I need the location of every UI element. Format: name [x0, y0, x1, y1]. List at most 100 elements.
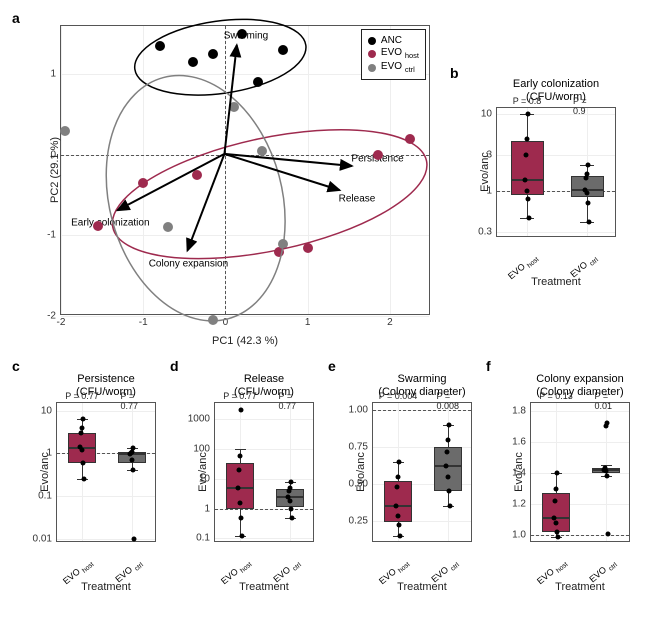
pca-scatter: -2-1012-2-101SwarmingPersistenceReleaseC…: [60, 25, 430, 315]
data-point: [605, 421, 610, 426]
data-point: [523, 178, 528, 183]
data-point: [447, 423, 452, 428]
boxplot-persistence: Persistence(CFU/worm)0.010.1110Treatment…: [56, 402, 156, 542]
pca-point: [208, 315, 218, 325]
legend-item: EVO ctrl: [368, 61, 419, 74]
data-point: [396, 523, 401, 528]
pca-x-axis-title: PC1 (42.3 %): [212, 335, 278, 347]
pca-point: [257, 146, 267, 156]
boxplot-colony-expansion: Colony expansion(Colony diameter)1.01.21…: [530, 402, 630, 542]
data-point: [286, 494, 291, 499]
y-axis-title: Evo/anc: [513, 452, 525, 492]
legend-item: EVO host: [368, 47, 419, 60]
data-point: [555, 471, 560, 476]
category-label: EVO ctrl: [568, 252, 600, 281]
data-point: [554, 520, 559, 525]
data-point: [525, 196, 530, 201]
pca-point: [229, 102, 239, 112]
panel-e-label: e: [328, 358, 336, 374]
data-point: [394, 485, 399, 490]
data-point: [396, 514, 401, 519]
pca-point: [237, 29, 247, 39]
data-point: [130, 457, 135, 462]
pca-point: [208, 49, 218, 59]
y-axis-title: Evo/anc: [479, 152, 491, 192]
legend-label: ANC: [381, 35, 402, 46]
p-value: P = 0.01: [595, 391, 618, 411]
p-value: P = 0.77: [121, 391, 144, 411]
figure: a -2-1012-2-101SwarmingPersistenceReleas…: [10, 10, 636, 608]
data-point: [288, 506, 293, 511]
vector-label: Colony expansion: [149, 258, 229, 269]
pca-point: [155, 41, 165, 51]
data-point: [526, 112, 531, 117]
data-point: [525, 136, 530, 141]
data-point: [448, 504, 453, 509]
data-point: [523, 152, 528, 157]
p-value: P = 0.9: [573, 96, 601, 116]
bottom-row: c Persistence(CFU/worm)0.010.1110Treatme…: [10, 358, 636, 608]
boxplot-early-colonization: Early colonization(CFU/worm)0.31310Treat…: [496, 107, 616, 237]
pca-point: [163, 222, 173, 232]
panel-b-wrap: b Early colonization(CFU/worm)0.31310Tre…: [448, 10, 636, 350]
data-point: [446, 437, 451, 442]
data-point: [78, 430, 83, 435]
data-point: [583, 187, 588, 192]
pca-point: [278, 239, 288, 249]
y-axis-title: Evo/anc: [39, 452, 51, 492]
panel-c-label: c: [12, 358, 20, 374]
data-point: [236, 485, 241, 490]
vector-label: Early colonization: [71, 218, 149, 229]
data-point: [290, 515, 295, 520]
p-value: P = 0.8: [513, 96, 542, 106]
legend-dot: [368, 37, 376, 45]
data-point: [288, 498, 293, 503]
panel-d-label: d: [170, 358, 179, 374]
vector-label: Release: [339, 194, 376, 205]
p-value: P = 0.004: [379, 391, 418, 401]
data-point: [289, 479, 294, 484]
pca-point: [278, 45, 288, 55]
data-point: [444, 449, 449, 454]
pca-point: [60, 126, 70, 136]
data-point: [240, 534, 245, 539]
data-point: [556, 534, 561, 539]
panel-b-label: b: [450, 65, 459, 81]
pca-point: [188, 57, 198, 67]
data-point: [552, 516, 557, 521]
legend-label: EVO ctrl: [381, 61, 415, 74]
data-point: [527, 216, 532, 221]
pca-point: [138, 178, 148, 188]
data-point: [554, 530, 559, 535]
panel-f-label: f: [486, 358, 491, 374]
data-point: [238, 453, 243, 458]
data-point: [80, 425, 85, 430]
data-point: [446, 474, 451, 479]
data-point: [131, 446, 136, 451]
pca-point: [405, 134, 415, 144]
data-point: [606, 531, 611, 536]
data-point: [394, 504, 399, 509]
box: [434, 447, 462, 491]
p-value: P = 0.77: [279, 391, 302, 411]
data-point: [239, 408, 244, 413]
data-point: [81, 416, 86, 421]
boxplot-swarming: Swarming(Colony diameter)0.250.500.751.0…: [372, 402, 472, 542]
data-point: [238, 515, 243, 520]
data-point: [587, 220, 592, 225]
data-point: [552, 499, 557, 504]
pca-point: [253, 77, 263, 87]
data-point: [132, 536, 137, 541]
data-point: [397, 459, 402, 464]
data-point: [288, 485, 293, 490]
data-point: [238, 501, 243, 506]
data-point: [604, 474, 609, 479]
data-point: [80, 460, 85, 465]
data-point: [130, 468, 135, 473]
data-point: [554, 486, 559, 491]
pca-point: [303, 243, 313, 253]
pca-point: [93, 221, 103, 231]
data-point: [396, 474, 401, 479]
p-value: P = 0.77: [223, 391, 257, 401]
data-point: [585, 201, 590, 206]
